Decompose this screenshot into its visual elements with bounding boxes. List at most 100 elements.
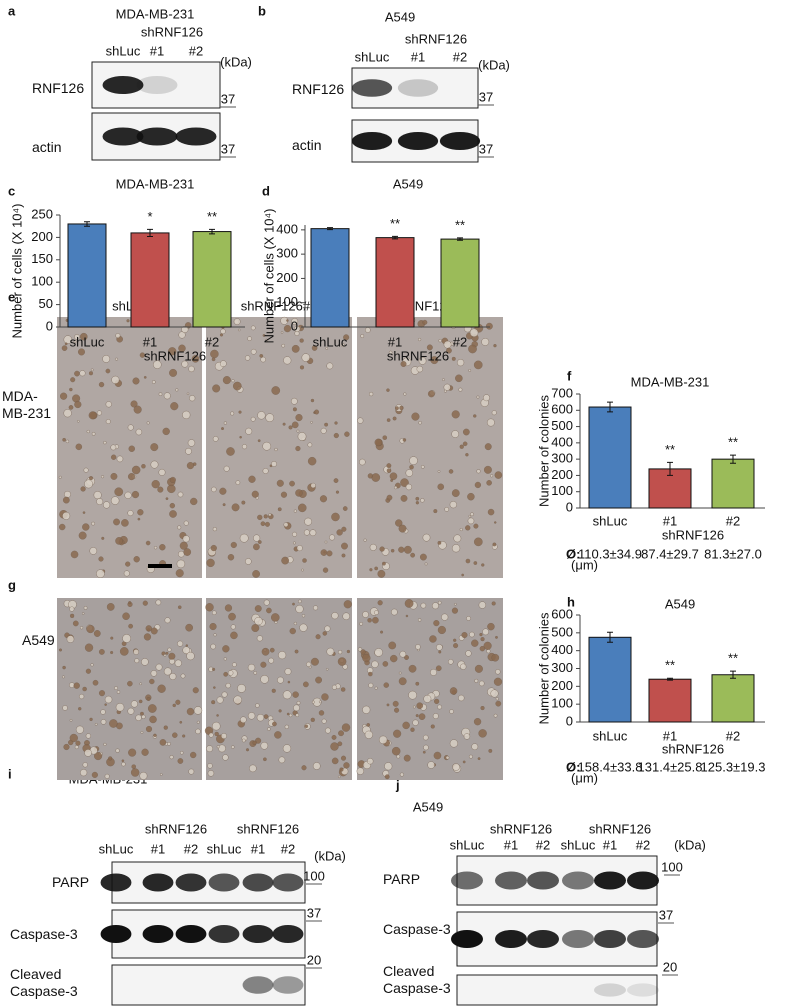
colony	[69, 606, 75, 612]
colony	[494, 471, 503, 479]
colony	[155, 663, 163, 671]
colony	[252, 570, 260, 578]
colony	[205, 603, 214, 612]
colony	[436, 644, 443, 651]
diameter-value: 131.4±25.8	[638, 759, 703, 774]
colony	[283, 324, 292, 333]
colony	[216, 745, 220, 749]
lane-label: #2	[636, 837, 650, 852]
lane-label: shLuc	[355, 49, 390, 64]
colony	[147, 704, 157, 713]
diameter-value: 110.3±34.9	[578, 546, 642, 561]
error-bar	[730, 670, 736, 679]
colony	[386, 494, 393, 501]
colony	[141, 464, 146, 469]
lane-label: #2	[189, 43, 203, 58]
colony	[247, 712, 256, 720]
colony	[186, 707, 195, 716]
colony	[84, 479, 93, 489]
blot-title: A549	[385, 9, 415, 24]
colony	[163, 725, 168, 730]
unit-label: (kDa)	[674, 837, 706, 852]
colony	[214, 731, 219, 737]
y-tick-label: 0	[566, 499, 573, 514]
colony	[303, 529, 310, 536]
colony	[103, 440, 107, 445]
colony	[119, 647, 129, 656]
colony	[310, 717, 315, 722]
colony	[231, 745, 235, 749]
colony	[423, 694, 432, 703]
colony	[455, 374, 463, 383]
colony	[320, 549, 328, 556]
colony	[390, 548, 395, 553]
colony	[232, 662, 237, 667]
colony	[230, 411, 235, 416]
colony	[282, 422, 286, 426]
colony	[69, 613, 75, 619]
colony	[449, 709, 454, 714]
colony	[386, 468, 392, 473]
colony	[386, 703, 390, 707]
colony	[495, 635, 498, 639]
colony	[427, 761, 435, 769]
x-tick-label: #2	[726, 728, 740, 743]
band	[142, 873, 174, 892]
colony	[480, 705, 485, 711]
size-marker: 37	[659, 907, 673, 922]
colony	[409, 456, 418, 465]
colony	[178, 331, 186, 339]
colony	[426, 344, 433, 351]
significance: **	[207, 209, 217, 224]
colony	[109, 719, 118, 728]
diameter-value: 158.4±33.8	[578, 759, 643, 774]
colony	[208, 732, 214, 738]
colony	[431, 602, 439, 610]
colony	[69, 719, 73, 722]
colony	[130, 700, 138, 708]
colony	[458, 694, 465, 702]
colony	[473, 414, 477, 418]
colony	[399, 650, 407, 658]
colony	[232, 381, 242, 391]
colony	[263, 714, 269, 719]
colony	[226, 447, 235, 456]
colony	[121, 759, 125, 763]
colony	[493, 713, 498, 718]
colony	[175, 388, 179, 392]
colony	[462, 441, 468, 447]
band	[100, 925, 132, 943]
colony	[271, 613, 280, 622]
colony	[476, 469, 481, 474]
colony	[92, 679, 99, 686]
row-label: PARP	[383, 871, 421, 887]
panel-label: h	[567, 594, 575, 609]
colony	[301, 353, 310, 362]
colony	[90, 368, 94, 372]
colony	[444, 507, 449, 512]
colony	[495, 697, 499, 701]
colony	[172, 732, 178, 738]
colony	[188, 768, 195, 775]
bar	[310, 228, 350, 328]
y-axis-label: Number of colonies	[536, 395, 551, 507]
colony	[458, 387, 463, 392]
band	[136, 127, 178, 146]
colony	[133, 649, 140, 655]
x-tick-label: #1	[663, 513, 677, 528]
colony	[165, 497, 169, 501]
colony	[146, 421, 150, 425]
colony	[153, 360, 162, 369]
colony	[284, 724, 289, 729]
error-bar	[607, 631, 613, 643]
colony	[263, 599, 270, 606]
colony	[282, 744, 292, 753]
error-bar	[392, 235, 398, 240]
y-tick-label: 200	[31, 229, 53, 244]
colony	[90, 663, 94, 667]
colony	[262, 334, 266, 337]
colony	[416, 365, 424, 373]
colony	[293, 541, 296, 545]
colony	[231, 503, 240, 512]
colony	[461, 631, 468, 639]
